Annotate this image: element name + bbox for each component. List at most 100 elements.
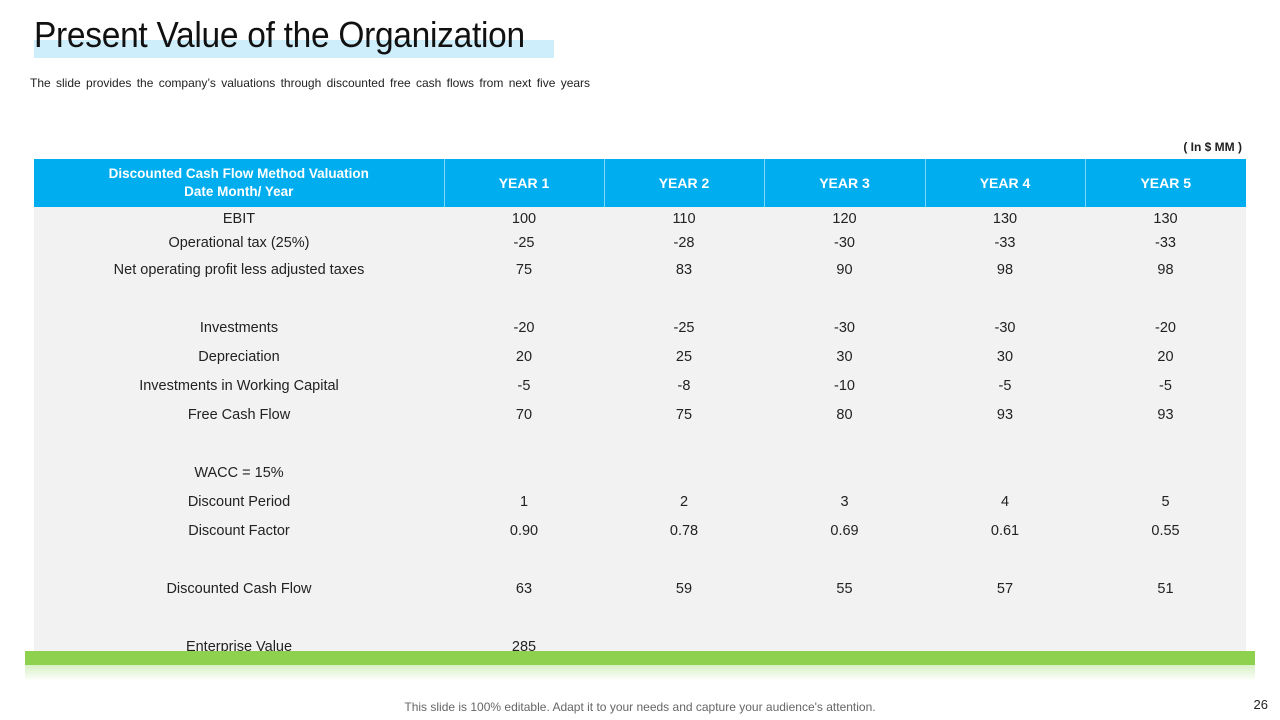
row-label: Enterprise Value	[185, 638, 293, 655]
cell-year-4	[925, 603, 1085, 632]
table-row: Enterprise Value 285	[34, 632, 1246, 661]
cell-year-1: 285	[511, 638, 537, 655]
cell-year-3	[764, 429, 925, 458]
cell-year-2: -25	[673, 319, 695, 336]
cell-year-3: -10	[834, 377, 855, 394]
row-label: Discount Period	[187, 493, 291, 510]
cell-year-1: 1	[519, 493, 529, 510]
cell-year-5: -20	[1155, 319, 1176, 336]
row-label	[34, 429, 444, 458]
valuation-table: Discounted Cash Flow Method Valuation Da…	[34, 159, 1246, 661]
cell-year-5: 93	[1157, 406, 1174, 423]
cell-year-2	[604, 284, 764, 313]
cell-year-1	[444, 429, 604, 458]
cell-year-2: 110	[672, 211, 696, 227]
cell-year-2: 25	[675, 348, 693, 365]
cell-year-3	[764, 284, 925, 313]
table-row	[34, 429, 1246, 458]
cell-year-1: 20	[515, 348, 533, 365]
green-accent-bar	[25, 651, 1255, 665]
table-row: Free Cash Flow 70 75 80 93 93	[34, 400, 1246, 429]
cell-year-1	[444, 284, 604, 313]
cell-year-4: 0.61	[990, 522, 1020, 539]
row-label	[34, 284, 444, 313]
cell-year-4: -5	[998, 377, 1012, 394]
cell-year-1: -20	[513, 319, 535, 336]
row-label	[34, 545, 444, 574]
cell-year-5: -5	[1159, 377, 1172, 394]
table-row	[34, 603, 1246, 632]
table-row: Investments -20 -25 -30 -30 -20	[34, 313, 1246, 342]
row-label: Discount Factor	[188, 522, 290, 539]
cell-year-2	[604, 603, 764, 632]
cell-year-5: -33	[1155, 235, 1176, 251]
cell-year-3: 30	[836, 348, 853, 365]
cell-year-3: -30	[834, 235, 855, 251]
table-row	[34, 284, 1246, 313]
row-label: Operational tax (25%)	[168, 235, 310, 251]
cell-year-5	[1085, 545, 1246, 574]
cell-year-1	[444, 458, 604, 487]
table-row	[34, 545, 1246, 574]
cell-year-1: 70	[515, 406, 533, 423]
green-bar-shadow	[25, 665, 1255, 681]
cell-year-3: 120	[832, 211, 857, 227]
row-label: Net operating profit less adjusted taxes	[113, 261, 365, 278]
row-label: Investments	[199, 319, 279, 336]
header-year-4: YEAR 4	[925, 159, 1086, 207]
cell-year-2: -8	[677, 377, 691, 394]
cell-year-2: -28	[673, 235, 695, 251]
cell-year-2: 2	[679, 493, 689, 510]
page-number: 26	[1253, 697, 1268, 712]
cell-year-4: 130	[992, 211, 1018, 227]
cell-year-4: 30	[996, 348, 1014, 365]
cell-year-2: 0.78	[669, 522, 699, 539]
cell-year-3: 3	[840, 493, 849, 510]
cell-year-3: 0.69	[830, 522, 859, 539]
row-label: Depreciation	[198, 348, 280, 365]
table-row: EBIT 100 110 120 130 130	[34, 207, 1246, 231]
cell-year-1	[444, 545, 604, 574]
cell-year-2	[604, 545, 764, 574]
cell-year-5: 0.55	[1151, 522, 1180, 539]
table-row: Depreciation 20 25 30 30 20	[34, 342, 1246, 371]
header-method-valuation: Discounted Cash Flow Method Valuation Da…	[34, 159, 445, 207]
row-label: Investments in Working Capital	[139, 377, 339, 394]
cell-year-5	[1085, 603, 1246, 632]
cell-year-4: 93	[996, 406, 1014, 423]
cell-year-4	[925, 429, 1085, 458]
cell-year-2: 59	[675, 580, 693, 597]
table-row: Discounted Cash Flow 63 59 55 57 51	[34, 574, 1246, 603]
slide-subtitle: The slide provides the company’s valuati…	[30, 76, 591, 90]
cell-year-4: -33	[994, 235, 1016, 251]
cell-year-1: -5	[517, 377, 531, 394]
table-row: WACC = 15%	[34, 458, 1246, 487]
cell-year-2: 75	[675, 406, 693, 423]
cell-year-3: 55	[836, 580, 853, 597]
header-method-line2: Date Month/ Year	[184, 184, 294, 199]
table-row: Investments in Working Capital -5 -8 -10 -5 -…	[34, 371, 1246, 400]
cell-year-5	[1085, 429, 1246, 458]
row-label	[34, 603, 444, 632]
cell-year-4: 57	[996, 580, 1014, 597]
cell-year-5	[1085, 458, 1246, 487]
cell-year-3: -30	[834, 319, 855, 336]
title-block: Present Value of the Organization	[34, 14, 562, 58]
header-year-3: YEAR 3	[764, 159, 926, 207]
header-year-1: YEAR 1	[444, 159, 605, 207]
cell-year-5: 20	[1157, 348, 1174, 365]
cell-year-5: 98	[1157, 261, 1174, 278]
header-method-line1: Discounted Cash Flow Method Valuation	[108, 166, 369, 181]
cell-year-4	[925, 284, 1085, 313]
table-row: Operational tax (25%) -25 -28 -30 -33 -33	[34, 231, 1246, 255]
cell-year-4: 98	[996, 261, 1014, 278]
cell-year-5	[1085, 284, 1246, 313]
cell-year-1: 63	[515, 580, 533, 597]
cell-year-1: -25	[513, 235, 535, 251]
row-label: Free Cash Flow	[187, 406, 291, 423]
table-row: Discount Period 1 2 3 4 5	[34, 487, 1246, 516]
cell-year-4: 4	[1000, 493, 1010, 510]
header-year-5: YEAR 5	[1085, 159, 1246, 207]
cell-year-1: 0.90	[509, 522, 539, 539]
row-label: EBIT	[222, 211, 256, 227]
